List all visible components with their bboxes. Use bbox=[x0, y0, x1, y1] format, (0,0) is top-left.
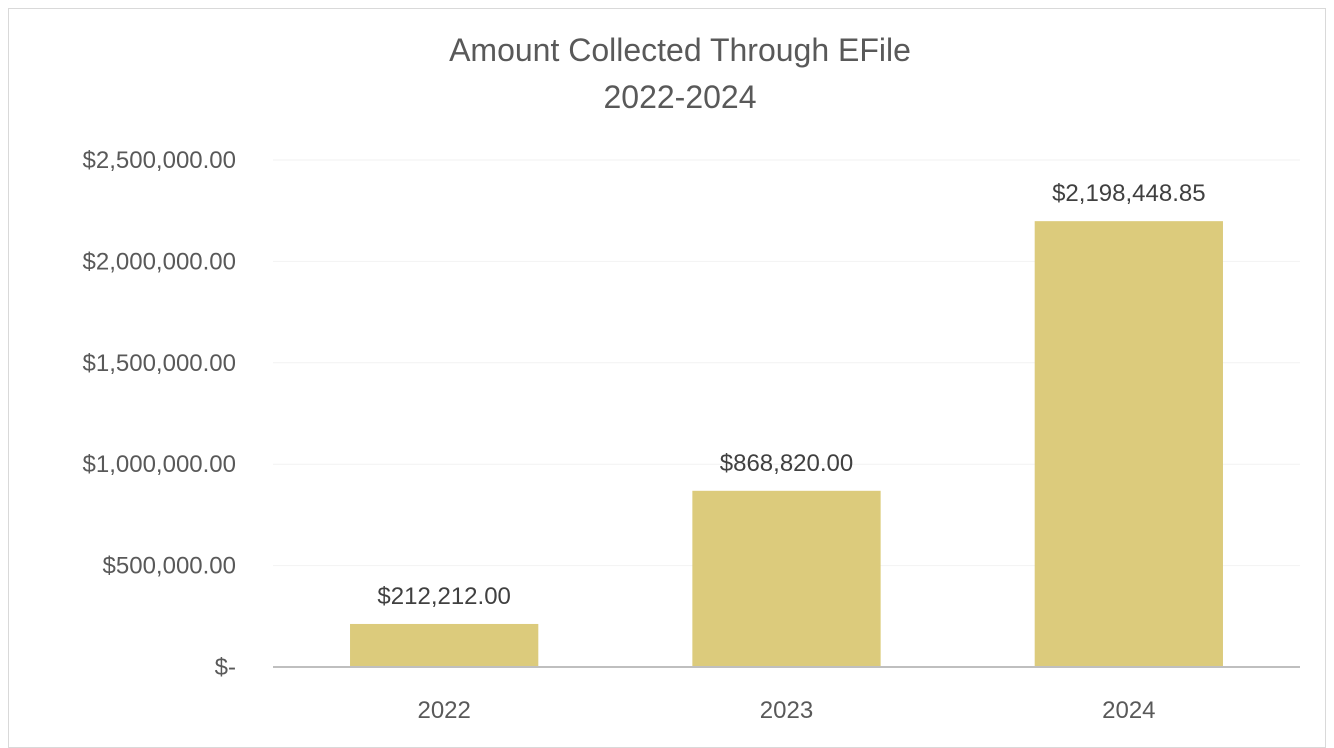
x-tick-label: 2023 bbox=[760, 697, 813, 724]
chart-title-line1: Amount Collected Through EFile bbox=[449, 32, 911, 68]
y-tick-label: $1,000,000.00 bbox=[83, 451, 236, 478]
data-label-2024: $2,198,448.85 bbox=[1052, 180, 1205, 207]
labels: $- $500,000.00 $1,000,000.00 $1,500,000.00 $… bbox=[83, 147, 1206, 724]
chart-title-line2: 2022-2024 bbox=[603, 79, 756, 115]
y-tick-label: $1,500,000.00 bbox=[83, 350, 236, 377]
y-tick-label: $2,500,000.00 bbox=[83, 147, 236, 174]
bar-2023 bbox=[692, 490, 881, 667]
x-tick-label: 2022 bbox=[417, 697, 470, 724]
bar-2024 bbox=[1034, 221, 1223, 667]
data-label-2022: $212,212.00 bbox=[377, 583, 510, 610]
bars bbox=[350, 221, 1223, 667]
bar-2022 bbox=[350, 623, 539, 667]
y-tick-label: $500,000.00 bbox=[103, 553, 236, 580]
data-label-2023: $868,820.00 bbox=[720, 450, 853, 477]
y-tick-label: $- bbox=[215, 654, 236, 681]
y-tick-label: $2,000,000.00 bbox=[83, 248, 236, 275]
x-tick-label: 2024 bbox=[1102, 697, 1155, 724]
